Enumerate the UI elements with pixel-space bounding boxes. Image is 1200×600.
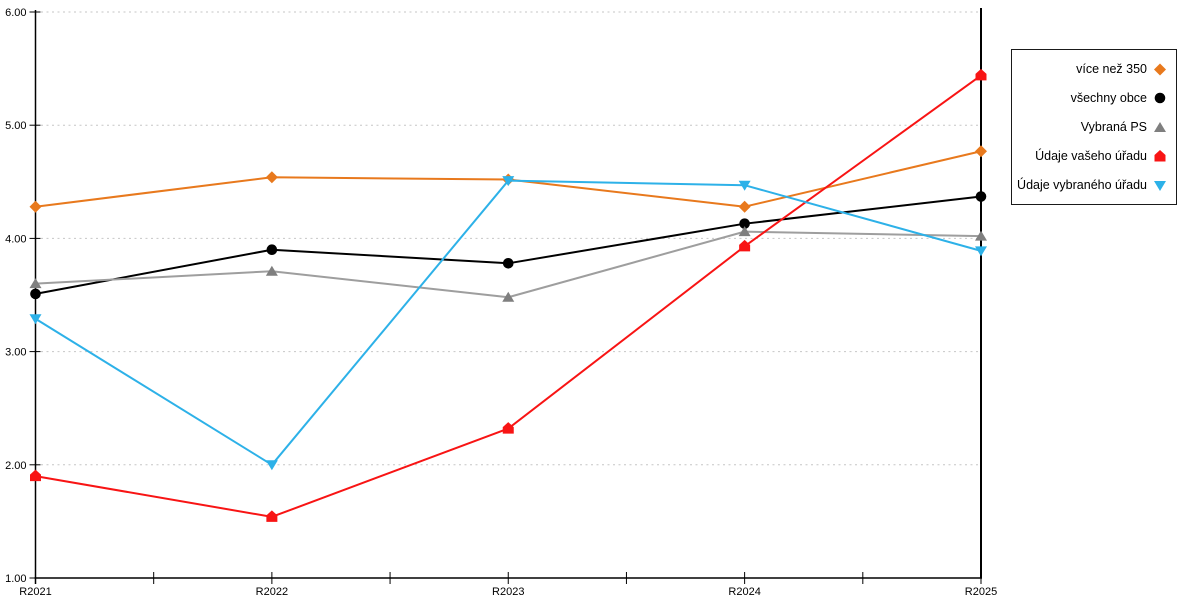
legend-label: Údaje vašeho úřadu	[1035, 148, 1147, 163]
svg-text:6.00: 6.00	[5, 7, 26, 19]
legend-item-vice-nez-350: více než 350	[1018, 62, 1167, 76]
house-icon	[1154, 149, 1166, 162]
svg-text:R2021: R2021	[19, 586, 51, 598]
svg-text:R2023: R2023	[492, 586, 524, 598]
legend-item-udaje-vybraneho-uradu: Údaje vybraného úřadu	[1017, 177, 1167, 192]
legend-label: všechny obce	[1070, 91, 1147, 106]
svg-text:2.00: 2.00	[5, 460, 26, 472]
svg-text:R2025: R2025	[965, 586, 997, 598]
svg-text:1.00: 1.00	[5, 573, 26, 585]
triangle-down-icon	[1154, 180, 1166, 191]
legend-item-udaje-vaseho-uradu: Údaje vašeho úřadu	[1018, 149, 1167, 163]
svg-text:R2024: R2024	[728, 586, 760, 598]
svg-text:3.00: 3.00	[5, 347, 26, 359]
legend-item-vybrana-ps: Vybraná PS	[1018, 120, 1167, 134]
legend-label: Vybraná PS	[1080, 119, 1147, 134]
legend: více než 350 všechny obce Vybraná PS Úda…	[1011, 49, 1177, 205]
legend-label: více než 350	[1076, 62, 1147, 77]
svg-text:5.00: 5.00	[5, 120, 26, 132]
diamond-icon	[1154, 63, 1166, 76]
circle-icon	[1154, 92, 1166, 104]
svg-text:R2022: R2022	[256, 586, 288, 598]
legend-label: Údaje vybraného úřadu	[1017, 177, 1147, 192]
svg-text:4.00: 4.00	[5, 233, 26, 245]
triangle-up-icon	[1154, 121, 1166, 132]
legend-item-vsechny-obce: všechny obce	[1018, 91, 1167, 105]
